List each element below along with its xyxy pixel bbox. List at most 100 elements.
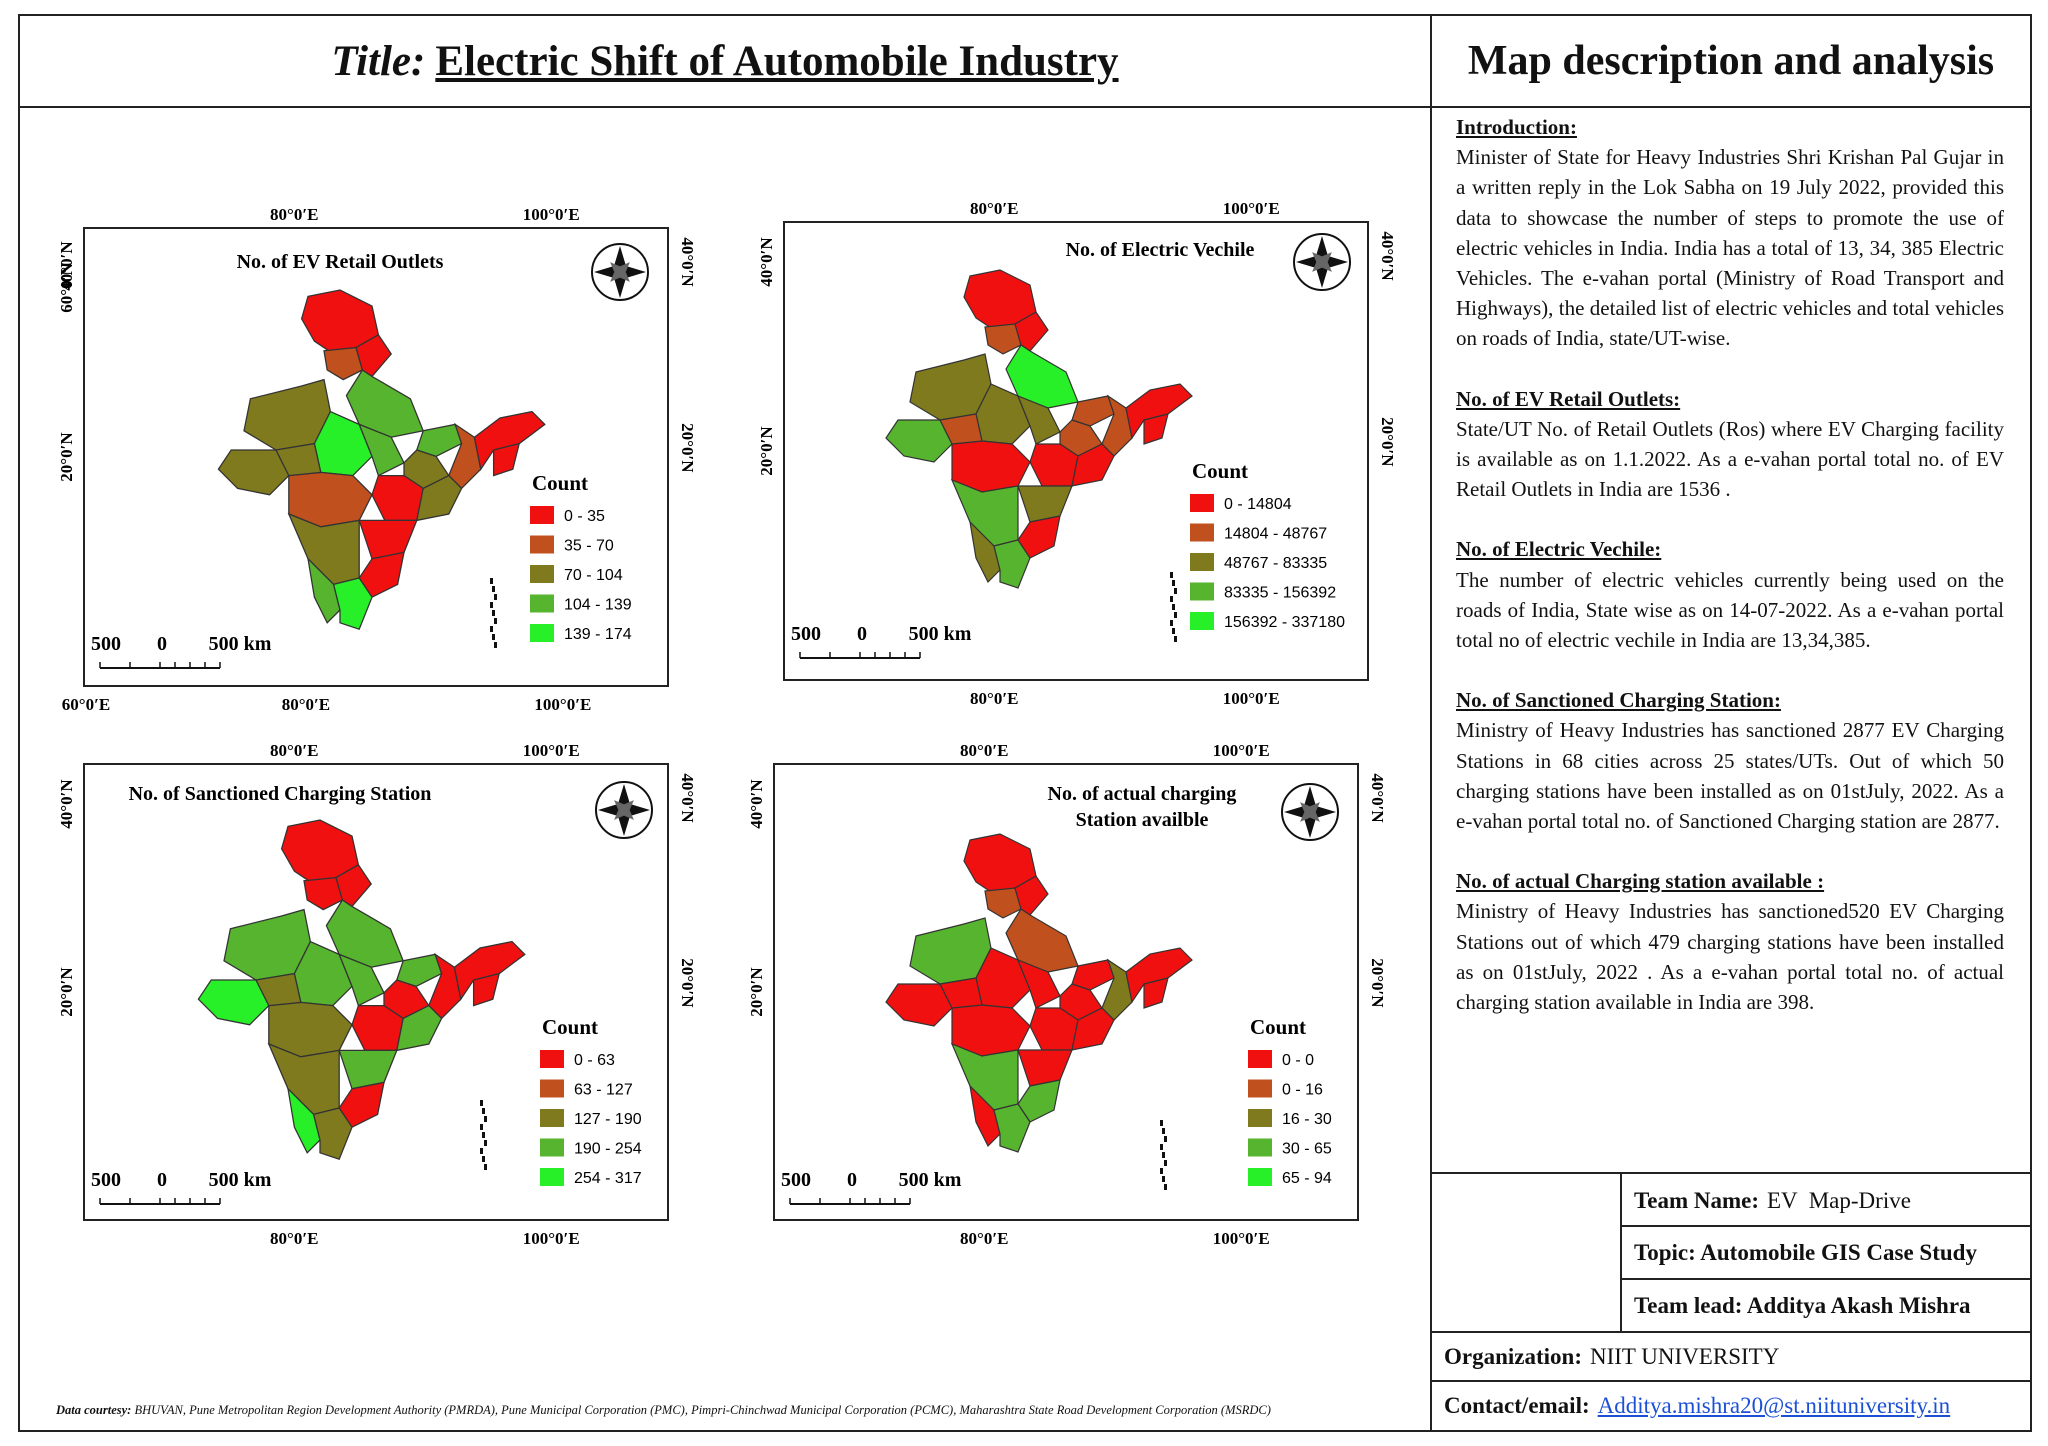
longitude-label: 80°0′E	[270, 741, 318, 760]
state-region	[1125, 947, 1193, 1004]
map-title: Station availble	[1076, 809, 1209, 831]
island-mark	[1164, 1184, 1167, 1190]
island-mark	[1172, 580, 1175, 586]
longitude-label: 100°0′E	[1213, 741, 1270, 760]
legend-label: 83335 - 156392	[1224, 585, 1336, 602]
latitude-label: 20°0′N	[678, 423, 697, 473]
island-mark	[492, 610, 495, 616]
state-region	[338, 1049, 398, 1090]
state-region	[1005, 344, 1079, 409]
organization-value: NIIT UNIVERSITY	[1590, 1344, 1780, 1369]
side-panel-title: Map description and analysis	[1467, 38, 1995, 84]
team-lead-text: Team lead: Additya Akash Mishra	[1634, 1293, 1971, 1318]
longitude-label: 80°0′E	[270, 1229, 318, 1248]
legend-label: 0 - 14804	[1224, 496, 1292, 513]
legend-swatch	[530, 624, 554, 642]
map-title: No. of actual charging	[1048, 783, 1237, 805]
longitude-label: 100°0′E	[523, 1229, 580, 1248]
island-mark	[492, 634, 495, 640]
state-region	[1014, 875, 1049, 916]
state-region	[355, 333, 393, 378]
island-mark	[1164, 1160, 1167, 1166]
island-mark	[1174, 612, 1177, 618]
compass-icon	[1293, 233, 1351, 291]
longitude-label: 100°0′E	[1223, 199, 1280, 218]
island-mark	[1160, 1144, 1163, 1150]
state-region	[1071, 395, 1115, 427]
legend-swatch	[540, 1168, 564, 1186]
longitude-label: 80°0′E	[970, 689, 1018, 708]
contact-email-link[interactable]: Additya.mishra20@st.niituniversity.in	[1597, 1393, 1951, 1418]
scale-label: 500	[791, 623, 821, 645]
state-region	[969, 1084, 1001, 1148]
state-region	[415, 474, 463, 522]
island-mark	[1172, 604, 1175, 610]
longitude-label: 100°0′E	[523, 205, 580, 224]
legend-swatch	[1190, 523, 1214, 542]
latitude-label: 40°0′N	[1378, 231, 1397, 281]
latitude-label: 20°0′N	[1368, 958, 1387, 1008]
state-region	[1071, 959, 1115, 991]
scale-label: 0	[157, 1169, 167, 1191]
info-row-divider-3	[1430, 1331, 2032, 1333]
legend-label: 0 - 16	[1282, 1082, 1323, 1099]
state-region	[1017, 485, 1073, 523]
latitude-label: 40°0′N	[747, 779, 766, 829]
scale-label: 0	[157, 633, 167, 655]
topic-row: Topic: Automobile GIS Case Study	[1634, 1230, 1985, 1276]
island-mark	[1162, 1152, 1165, 1158]
legend-label: 0 - 0	[1282, 1052, 1314, 1069]
longitude-label: 100°0′E	[1213, 1229, 1270, 1248]
island-mark	[490, 578, 493, 584]
state-region	[303, 876, 344, 911]
page-title: Title: Electric Shift of Automobile Indu…	[20, 16, 1430, 106]
longitude-label: 80°0′E	[960, 1229, 1008, 1248]
map-title: No. of EV Retail Outlets	[237, 251, 444, 273]
latitude-label: 40°0′N	[57, 241, 76, 291]
island-mark	[480, 1148, 483, 1154]
latitude-label: 40°0′N	[678, 773, 697, 823]
legend-label: 70 - 104	[564, 567, 623, 584]
legend-label: 254 - 317	[574, 1170, 642, 1187]
contact-row: Contact/email: Additya.mishra20@st.niitu…	[1444, 1383, 1950, 1429]
india-map	[197, 819, 526, 1160]
island-mark	[494, 642, 497, 648]
latitude-label: 20°0′N	[1378, 417, 1397, 467]
state-region	[338, 1081, 385, 1129]
latitude-label: 20°0′N	[678, 958, 697, 1008]
legend-title: Count	[532, 471, 588, 495]
legend-label: 35 - 70	[564, 538, 614, 555]
india-map	[217, 289, 546, 630]
state-region	[1071, 443, 1115, 487]
state-region	[1014, 311, 1049, 352]
island-mark	[494, 618, 497, 624]
map-panel-4: No. of actual charging Station availble 80…	[747, 741, 1387, 1248]
section-heading: No. of Sanctioned Charging Station:	[1456, 688, 1781, 713]
legend-swatch	[530, 594, 554, 613]
scale-label: 500 km	[899, 1169, 962, 1191]
state-region	[345, 369, 425, 438]
legend-label: 14804 - 48767	[1224, 526, 1327, 543]
latitude-label: 20°0′N	[57, 967, 76, 1017]
team-name-value: EV Map-Drive	[1766, 1188, 1911, 1213]
india-map	[885, 269, 1193, 589]
state-region	[939, 413, 983, 445]
map-title: No. of Sanctioned Charging Station	[129, 783, 432, 805]
island-mark	[1172, 628, 1175, 634]
legend-swatch	[1248, 1050, 1272, 1068]
section-text: State/UT No. of Retail Outlets (Ros) whe…	[1456, 416, 2004, 502]
state-region	[453, 940, 526, 1001]
state-region	[335, 863, 373, 908]
india-map	[885, 833, 1193, 1153]
state-region	[325, 899, 405, 968]
info-inner-divider	[1620, 1172, 1622, 1332]
map-panel-3: No. of Sanctioned Charging Station 80°0′E…	[57, 741, 697, 1248]
island-mark	[480, 1100, 483, 1106]
island-mark	[1162, 1128, 1165, 1134]
legend-swatch	[540, 1079, 564, 1098]
state-region	[1125, 383, 1193, 440]
legend-swatch	[540, 1109, 564, 1127]
island-mark	[1160, 1120, 1163, 1126]
compass-icon	[591, 243, 649, 301]
info-top-divider	[1430, 1172, 2032, 1174]
